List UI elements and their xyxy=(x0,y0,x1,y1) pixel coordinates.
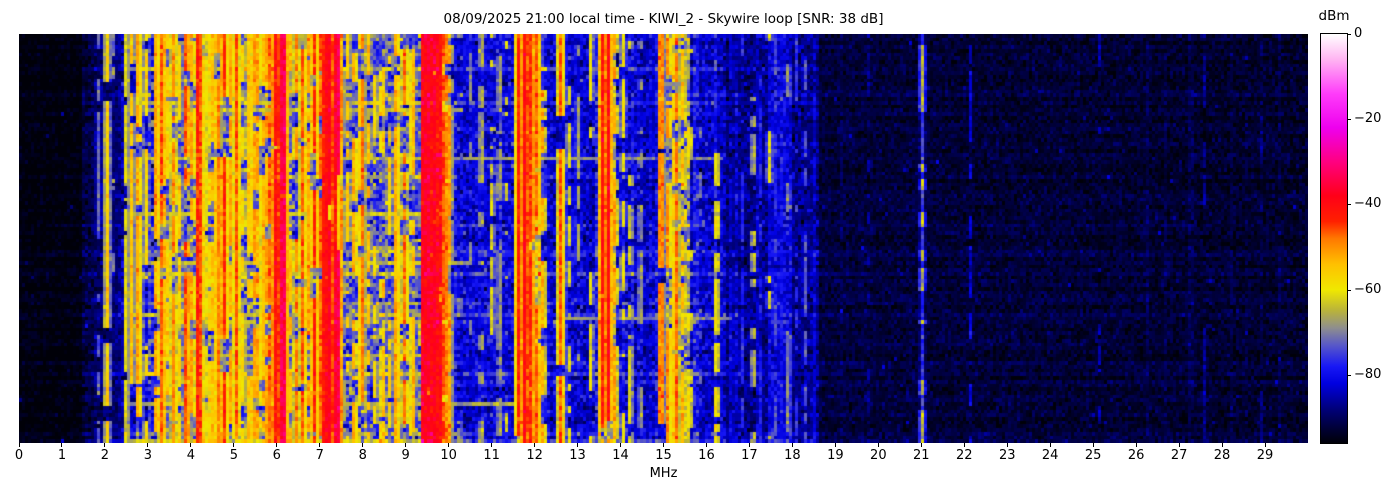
x-tick xyxy=(362,443,364,447)
x-tick-label: 18 xyxy=(784,448,801,463)
x-tick xyxy=(577,443,579,447)
colorbar-tick-label: −60 xyxy=(1354,281,1382,297)
x-tick xyxy=(1221,443,1223,447)
x-tick-label: 0 xyxy=(14,448,24,463)
x-tick-label: 5 xyxy=(229,448,238,463)
colorbar-tick-label: 0 xyxy=(1354,26,1363,41)
x-tick xyxy=(190,443,192,447)
spectrogram-heatmap xyxy=(19,34,1308,443)
x-tick xyxy=(834,443,836,447)
x-tick-label: 8 xyxy=(358,448,367,463)
x-tick xyxy=(663,443,664,447)
colorbar-tick xyxy=(1347,34,1351,35)
x-tick-label: 6 xyxy=(272,448,281,463)
x-tick-label: 16 xyxy=(698,448,715,463)
x-tick-label: 7 xyxy=(315,448,324,463)
colorbar-tick-label: −20 xyxy=(1354,111,1382,127)
x-tick-label: 11 xyxy=(483,448,500,463)
x-tick-label: 15 xyxy=(655,448,672,463)
x-tick-label: 13 xyxy=(569,448,586,463)
x-tick-label: 10 xyxy=(440,448,457,463)
x-tick-label: 29 xyxy=(1256,448,1274,463)
x-tick xyxy=(1264,443,1266,447)
x-tick xyxy=(61,443,63,447)
x-tick xyxy=(319,443,321,447)
x-tick xyxy=(147,443,149,447)
colorbar-tick-label: −40 xyxy=(1354,196,1382,212)
x-tick xyxy=(1135,443,1137,447)
x-tick xyxy=(104,443,106,447)
x-tick xyxy=(920,443,922,447)
x-tick xyxy=(963,443,965,447)
x-tick xyxy=(1178,443,1180,447)
x-tick-label: 20 xyxy=(870,448,887,463)
x-tick-label: 2 xyxy=(100,448,110,463)
x-tick xyxy=(233,443,235,447)
x-tick xyxy=(748,443,750,447)
x-tick xyxy=(1092,443,1094,447)
colorbar xyxy=(1320,33,1348,444)
colorbar-tick-label: −80 xyxy=(1354,366,1382,382)
x-tick xyxy=(705,443,707,447)
figure-title: 08/09/2025 21:00 local time - KIWI_2 - S… xyxy=(443,11,884,27)
x-tick-label: 4 xyxy=(186,448,195,463)
x-axis-label: MHz xyxy=(649,466,678,481)
x-tick-label: 24 xyxy=(1041,448,1059,463)
x-tick xyxy=(276,443,278,447)
colorbar-tick xyxy=(1347,119,1351,121)
x-tick xyxy=(18,443,20,447)
x-tick-label: 28 xyxy=(1213,448,1231,463)
x-tick-label: 21 xyxy=(913,448,930,463)
x-tick-label: 22 xyxy=(955,448,973,463)
x-tick-label: 23 xyxy=(998,448,1016,463)
x-tick xyxy=(491,443,493,447)
x-tick-label: 3 xyxy=(143,448,153,463)
x-tick xyxy=(1049,443,1051,447)
x-tick-label: 19 xyxy=(827,448,844,463)
x-tick-label: 26 xyxy=(1127,448,1145,463)
x-tick xyxy=(405,443,407,447)
x-tick-label: 12 xyxy=(526,448,543,463)
colorbar-tick xyxy=(1347,374,1351,376)
colorbar-tick xyxy=(1347,289,1351,291)
colorbar-label: dBm xyxy=(1318,8,1350,24)
x-tick-label: 17 xyxy=(741,448,758,463)
x-tick xyxy=(877,443,879,447)
x-tick-label: 14 xyxy=(612,448,629,463)
x-tick-label: 1 xyxy=(57,448,67,463)
x-tick xyxy=(1006,443,1008,447)
x-tick-label: 25 xyxy=(1084,448,1102,463)
x-tick xyxy=(448,443,450,447)
x-tick-label: 9 xyxy=(401,448,410,463)
colorbar-tick xyxy=(1347,204,1351,206)
x-tick-label: 27 xyxy=(1170,448,1188,463)
x-tick xyxy=(534,443,536,447)
x-tick xyxy=(791,443,793,447)
x-tick xyxy=(620,443,622,447)
